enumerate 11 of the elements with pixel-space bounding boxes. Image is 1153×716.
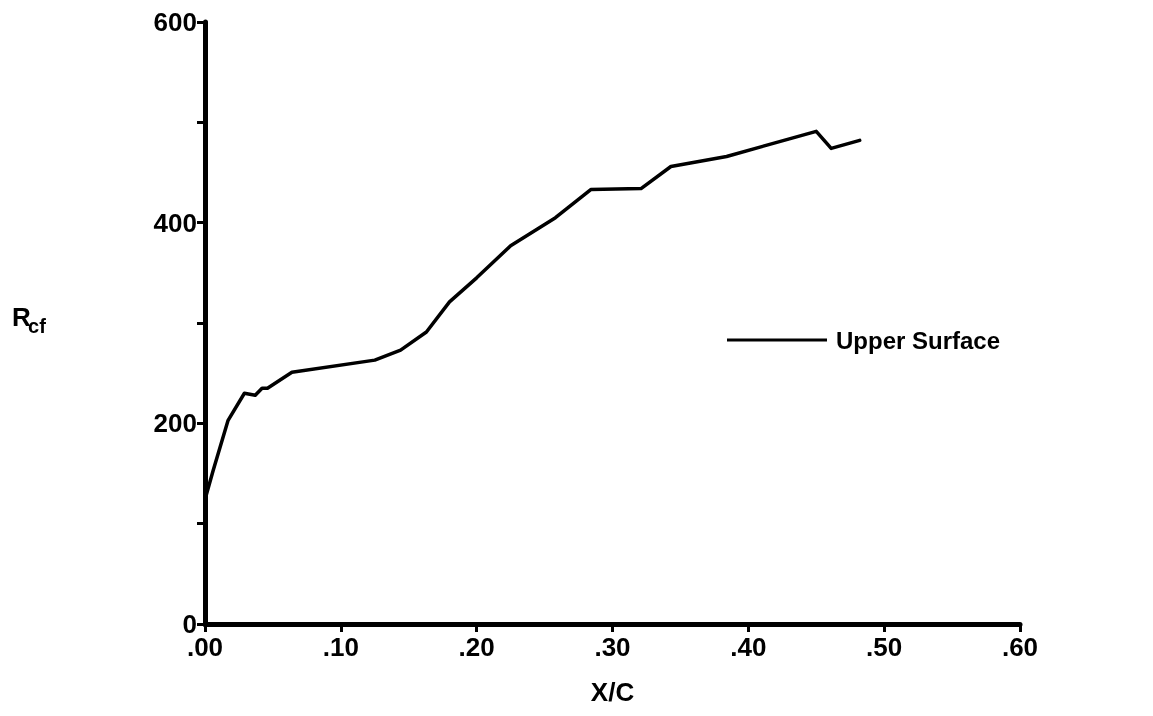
x-tick-label: .30	[594, 632, 631, 662]
x-axis-title: X/C	[590, 677, 635, 707]
x-tick-label: .40	[730, 632, 767, 662]
y-tick-label: 600	[153, 7, 197, 37]
x-tick-label: .20	[458, 632, 495, 662]
legend-label: Upper Surface	[836, 326, 1001, 354]
x-tick-label: .10	[322, 632, 359, 662]
y-tick-label: 200	[153, 408, 197, 439]
x-tick-label: .60	[1001, 632, 1039, 662]
x-tick-label: .50	[866, 632, 903, 662]
y-tick-label: 400	[153, 207, 197, 238]
